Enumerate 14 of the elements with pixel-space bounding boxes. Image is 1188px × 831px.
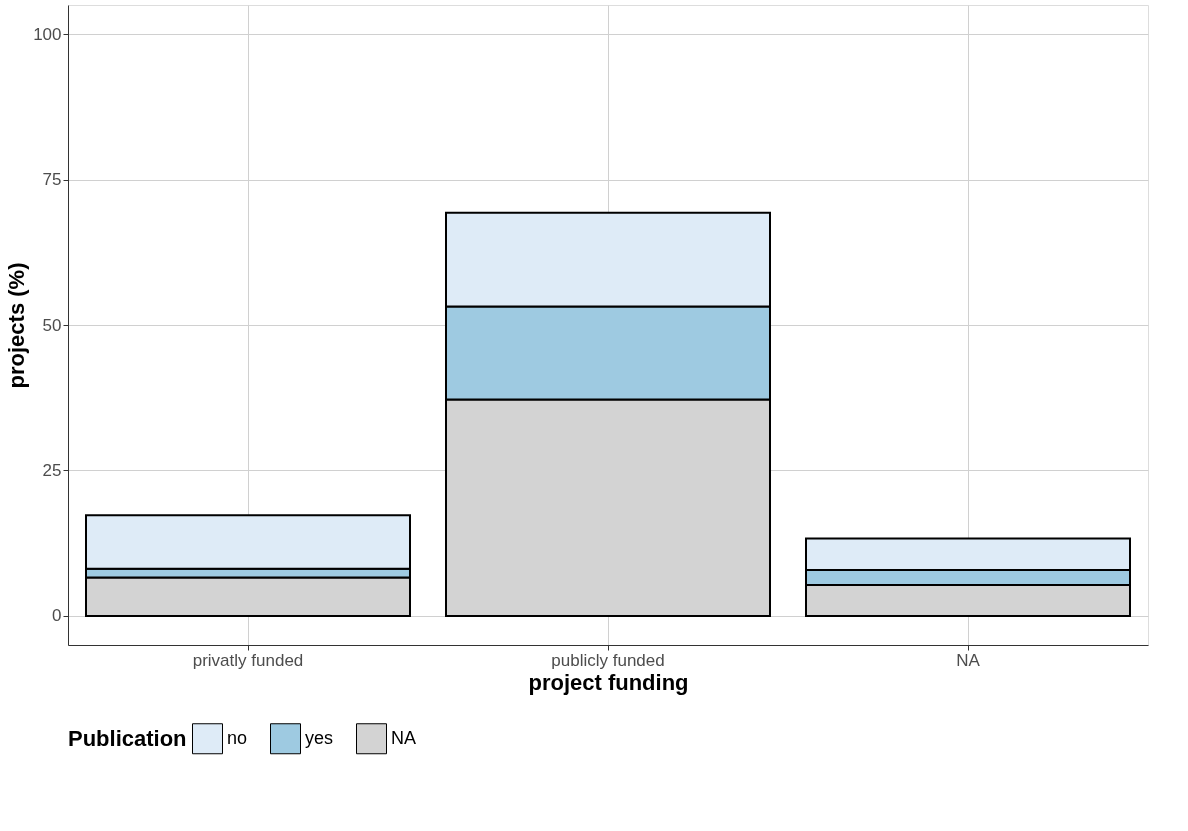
legend-label: yes	[305, 727, 334, 748]
y-axis-title: projects (%)	[4, 262, 30, 389]
legend-title: Publication	[68, 726, 187, 751]
x-tick-label: publicly funded	[551, 650, 665, 670]
x-axis-title: project funding	[528, 669, 689, 695]
legend-label: NA	[391, 727, 417, 748]
y-tick-label: 25	[42, 460, 62, 480]
x-tick-label: NA	[956, 650, 981, 670]
legend-label: no	[227, 727, 248, 748]
x-tick-label: privatly funded	[192, 650, 304, 670]
y-tick-label: 0	[52, 606, 62, 626]
y-tick-label: 50	[42, 315, 62, 335]
y-tick-label: 75	[42, 170, 62, 190]
y-tick-label: 100	[33, 24, 62, 44]
